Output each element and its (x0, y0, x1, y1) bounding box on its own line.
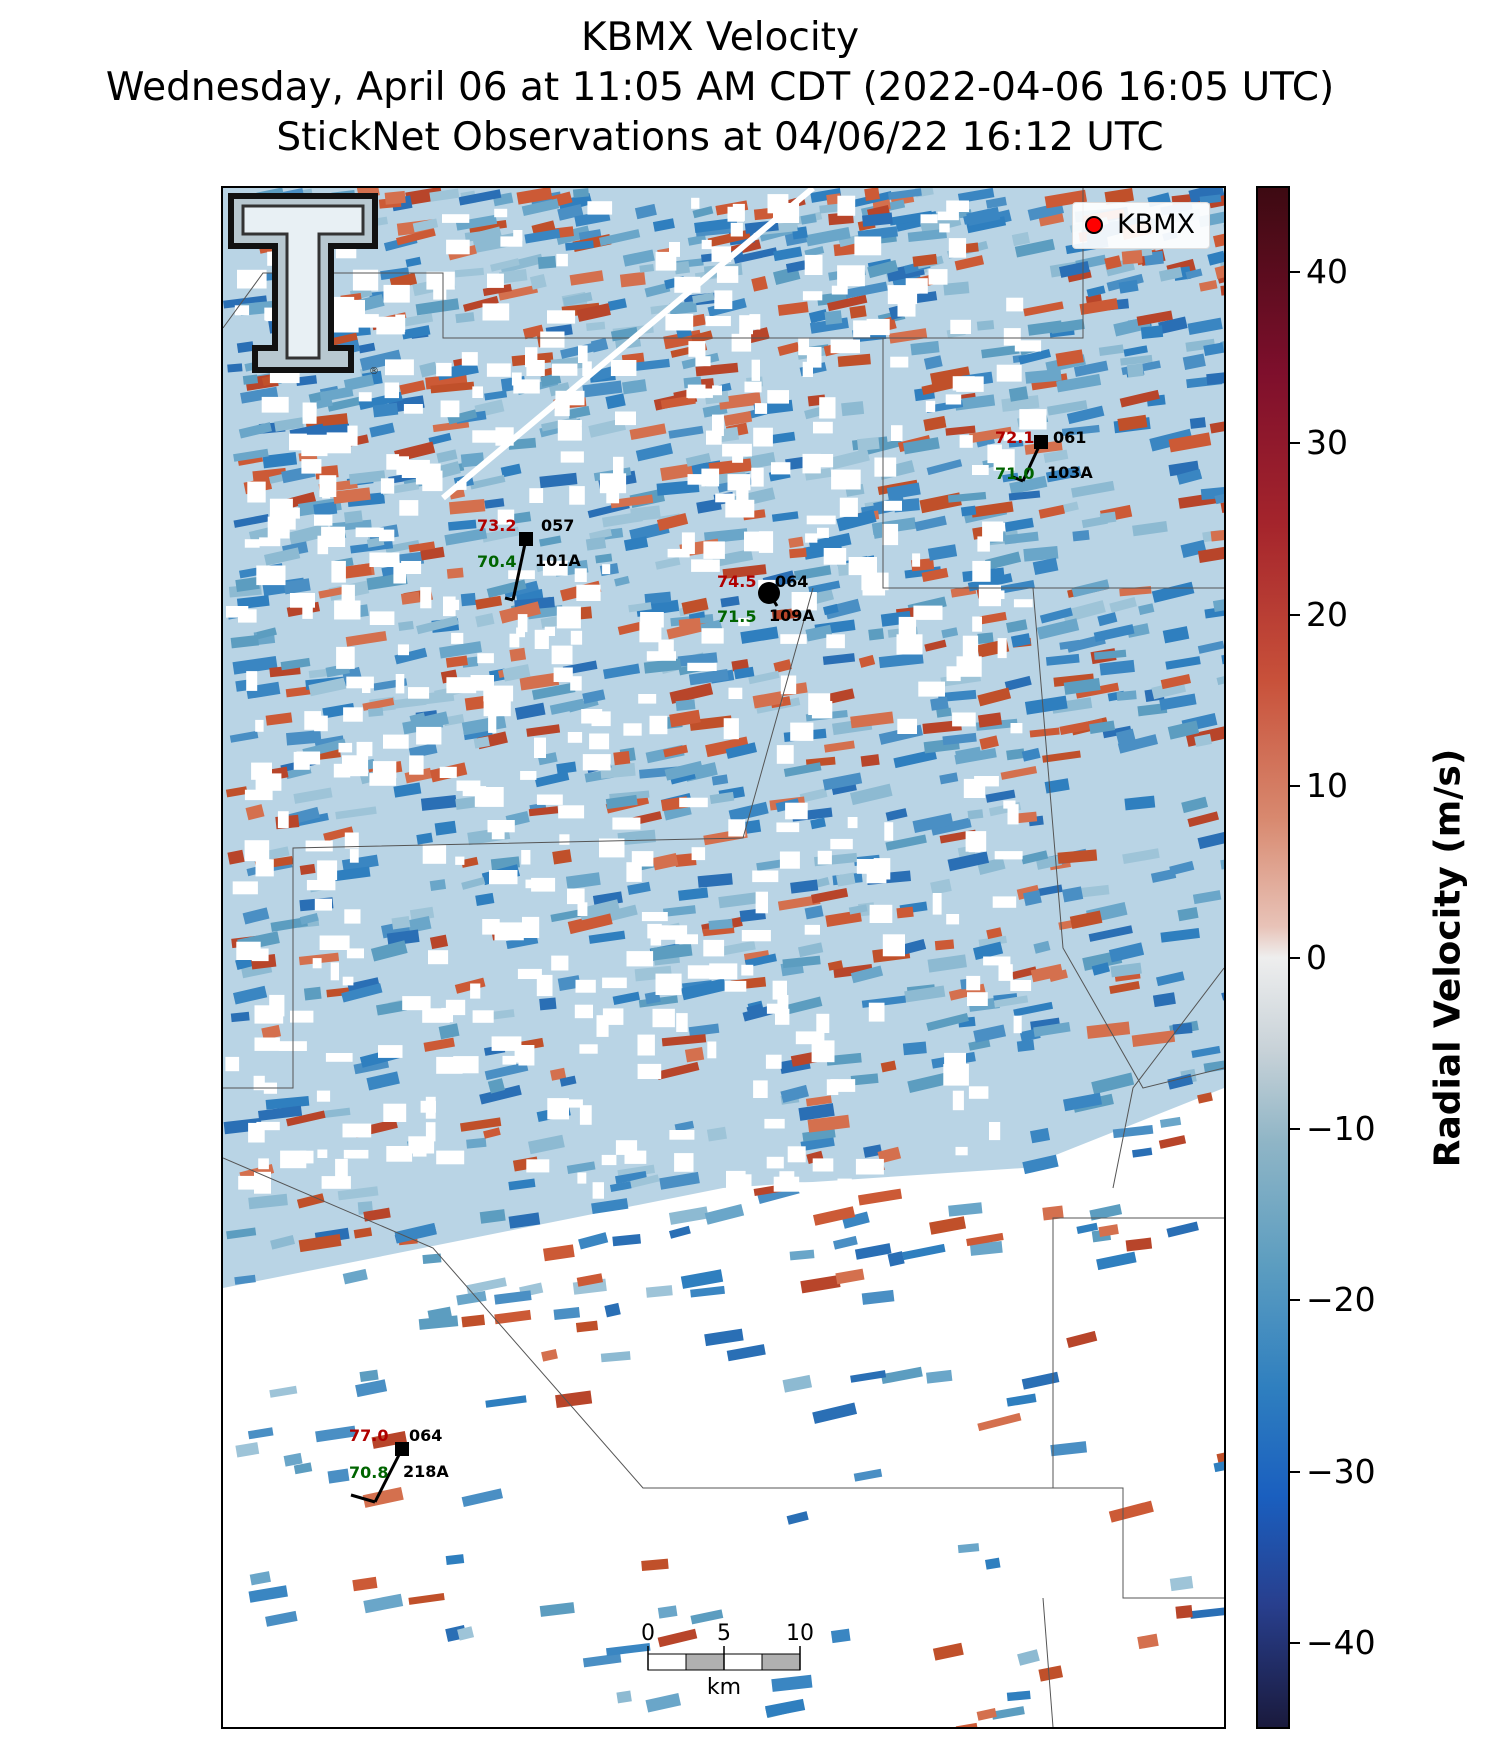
colorbar-tick-mark (1290, 1299, 1300, 1302)
kbmx-marker-icon (1084, 215, 1103, 234)
colorbar-tick-mark (1290, 956, 1300, 959)
map-legend: KBMX (1071, 202, 1210, 249)
texas-tech-logo: ® (228, 193, 379, 377)
colorbar-tick-mark (1290, 613, 1300, 616)
radial-clear-line (441, 188, 815, 501)
map-subtitle-time: Wednesday, April 06 at 11:05 AM CDT (202… (105, 65, 1335, 110)
colorbar-tick-mark (1290, 1642, 1300, 1645)
colorbar-tick-mark (1290, 1470, 1300, 1473)
county-boundaries (223, 188, 1224, 1727)
colorbar-tick-label: 40 (1306, 251, 1348, 291)
colorbar-tick-label: −40 (1306, 1623, 1376, 1663)
radar-velocity-layer (223, 188, 1224, 1727)
colorbar-tick-label: −10 (1306, 1108, 1376, 1148)
colorbar-tick-mark (1290, 1127, 1300, 1130)
colorbar-tick-label: 30 (1306, 423, 1348, 463)
legend-label: KBMX (1116, 209, 1195, 240)
colorbar-title: Radial Velocity (m/s) (1427, 748, 1469, 1168)
colorbar-tick-mark (1290, 270, 1300, 273)
map-subtitle-observations: StickNet Observations at 04/06/22 16:12 … (276, 115, 1164, 160)
colorbar-tick-label: −20 (1306, 1280, 1376, 1320)
colorbar-tick-label: 10 (1306, 766, 1348, 806)
colorbar-tick-label: 20 (1306, 594, 1348, 634)
colorbar-tick-mark (1290, 442, 1300, 445)
radar-map[interactable]: ® KBMX 73.2 057 70.4 101A 72.1 061 71.0 … (221, 186, 1226, 1729)
colorbar-tick-label: −30 (1306, 1451, 1376, 1491)
svg-text:®: ® (369, 366, 379, 377)
radar-velocity-cells (223, 188, 1224, 1727)
colorbar-tick-label: 0 (1306, 937, 1327, 977)
colorbar (1256, 186, 1290, 1729)
map-title: KBMX Velocity (580, 15, 860, 60)
colorbar-tick-mark (1290, 785, 1300, 788)
